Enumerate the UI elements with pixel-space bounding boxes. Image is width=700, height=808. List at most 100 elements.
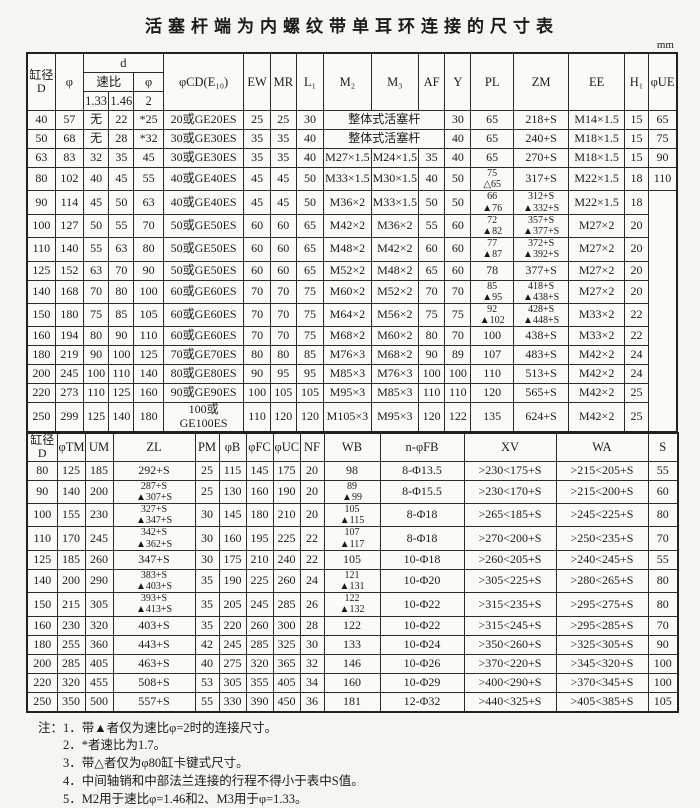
data-cell: 80 bbox=[26, 166, 56, 192]
data-cell: M33×1.5 bbox=[323, 166, 372, 192]
data-cell: 115 bbox=[218, 460, 247, 481]
header-cell: φUE bbox=[648, 52, 678, 111]
data-cell: 180 bbox=[133, 402, 164, 433]
data-cell: 105 bbox=[133, 302, 164, 328]
data-cell: 60 bbox=[243, 213, 271, 239]
data-cell: 300 bbox=[272, 615, 301, 636]
notes-block: 注： 1．带▲者仅为速比φ=2时的连接尺寸。 2．*者速比为1.7。 3．带△者仅为… bbox=[38, 720, 678, 808]
table-row: 63 83 32 35 45 30或GE30ES 35 35 40 M27×1.5 M24×1.5 3… bbox=[26, 148, 678, 168]
data-cell: M48×2 bbox=[370, 260, 420, 281]
data-cell: 140 bbox=[133, 364, 164, 385]
data-cell: 85 ▲95 bbox=[470, 279, 514, 304]
data-cell: 240+S bbox=[512, 129, 570, 149]
header-cell: ZM bbox=[512, 52, 570, 111]
data-cell: 443+S bbox=[112, 634, 196, 655]
data-cell: 170 bbox=[56, 526, 86, 551]
header-cell: 1.33 bbox=[82, 91, 110, 111]
data-cell: 75 bbox=[648, 129, 678, 149]
data-cell: 215 bbox=[56, 592, 86, 617]
table-row: 140 200 290 383+S ▲403+S 35 190 225 260 24 121 ▲1… bbox=[26, 568, 679, 594]
data-cell: 8-Φ13.5 bbox=[379, 460, 465, 481]
data-cell: 455 bbox=[84, 672, 114, 693]
data-cell: 90 bbox=[26, 479, 58, 505]
data-cell: 70 bbox=[444, 279, 472, 304]
data-cell: >315<245+S bbox=[463, 615, 557, 636]
notes-list: 1．带▲者仅为速比φ=2时的连接尺寸。 2．*者速比为1.7。 3．带△者仅为φ80… bbox=[63, 720, 678, 808]
data-cell: 80 bbox=[26, 460, 58, 481]
table-row: 220 320 455 508+S 53 305 355 405 34 160 10-Φ29 >400… bbox=[26, 672, 679, 693]
header-cell: XV bbox=[463, 432, 557, 462]
data-cell: 355 bbox=[245, 672, 274, 693]
header-cell: PM bbox=[194, 432, 220, 462]
data-cell: 110 bbox=[444, 383, 472, 404]
data-cell: 90 bbox=[26, 190, 56, 215]
data-cell: M42×2 bbox=[568, 402, 625, 433]
data-cell: 55 bbox=[418, 213, 446, 239]
data-cell: M60×2 bbox=[370, 326, 420, 347]
data-cell: 390 bbox=[245, 691, 274, 713]
data-cell: 20 bbox=[299, 503, 325, 528]
data-cell: 20或GE20ES bbox=[162, 110, 245, 130]
data-cell: 40 bbox=[444, 129, 472, 149]
note-line: 3．带△者仅为φ80缸卡键式尺寸。 bbox=[63, 756, 249, 771]
data-cell: 60或GE60ES bbox=[162, 302, 245, 328]
data-cell: 110 bbox=[82, 383, 110, 404]
header-cell: 缸径 D bbox=[26, 52, 56, 111]
data-cell: 80 bbox=[647, 503, 679, 528]
data-cell: 15 bbox=[623, 110, 650, 130]
data-cell: M56×2 bbox=[370, 302, 420, 328]
note-line: 5．M2用于速比φ=1.46和2、M3用于φ=1.33。 bbox=[63, 791, 308, 806]
data-cell: 105 ▲115 bbox=[323, 503, 381, 528]
data-cell: 80 bbox=[133, 237, 164, 262]
data-cell: 155 bbox=[56, 503, 86, 528]
data-cell: 330 bbox=[218, 691, 247, 713]
header-cell: Y bbox=[444, 52, 472, 111]
data-cell: M27×2 bbox=[568, 237, 625, 262]
data-cell: 80 bbox=[108, 279, 135, 304]
data-cell: 25 bbox=[623, 402, 650, 433]
data-cell: >350<260+S bbox=[463, 634, 557, 655]
data-cell: 130 bbox=[218, 479, 247, 505]
data-cell: 70 bbox=[108, 260, 135, 281]
header-cell: L₁ bbox=[295, 52, 325, 111]
data-cell: 320 bbox=[245, 653, 274, 674]
data-cell: M27×1.5 bbox=[323, 148, 372, 168]
data-cell: 90 bbox=[648, 148, 678, 168]
data-cell: 70 bbox=[243, 326, 271, 347]
data-cell: 70 bbox=[243, 302, 271, 328]
data-cell: 30或GE30ES bbox=[162, 148, 245, 168]
data-cell: 90 bbox=[647, 634, 679, 655]
data-cell: 508+S bbox=[112, 672, 196, 693]
table-row: 220 273 110 125 160 90或GE90ES 100 105 105 M95×3 M8… bbox=[26, 383, 677, 404]
data-cell: 20 bbox=[623, 237, 650, 262]
data-cell: 35 bbox=[269, 148, 297, 168]
data-cell: 210 bbox=[272, 503, 301, 528]
data-cell: 75 bbox=[418, 302, 446, 328]
data-cell: 160 bbox=[26, 615, 58, 636]
data-cell: 140 bbox=[56, 479, 86, 505]
data-cell: 175 bbox=[218, 549, 247, 570]
data-cell: >370<345+S bbox=[555, 672, 649, 693]
data-cell: 40或GE40ES bbox=[162, 166, 245, 192]
data-cell: M52×2 bbox=[323, 260, 372, 281]
data-cell: 30 bbox=[444, 110, 472, 130]
data-cell: 320 bbox=[56, 672, 86, 693]
data-cell: M48×2 bbox=[323, 237, 372, 262]
data-cell: 70 bbox=[269, 279, 297, 304]
data-cell: 65 bbox=[470, 110, 514, 130]
data-cell: 25 bbox=[194, 479, 220, 505]
data-cell: 245 bbox=[245, 592, 274, 617]
data-cell: 110 bbox=[108, 364, 135, 385]
data-cell: 15 bbox=[623, 148, 650, 168]
data-cell: 220 bbox=[26, 672, 58, 693]
header-cell: M₂ bbox=[323, 52, 372, 111]
data-cell: 92 ▲102 bbox=[470, 302, 514, 328]
data-cell: 53 bbox=[194, 672, 220, 693]
data-cell: 65 bbox=[418, 260, 446, 281]
data-cell: 200 bbox=[26, 653, 58, 674]
note-line: 2．*者速比为1.7。 bbox=[63, 738, 167, 753]
data-cell: 70 bbox=[133, 213, 164, 239]
header-cell: 缸径 D bbox=[26, 432, 58, 462]
data-cell: 100 bbox=[26, 213, 56, 239]
data-cell: 55 bbox=[108, 213, 135, 239]
